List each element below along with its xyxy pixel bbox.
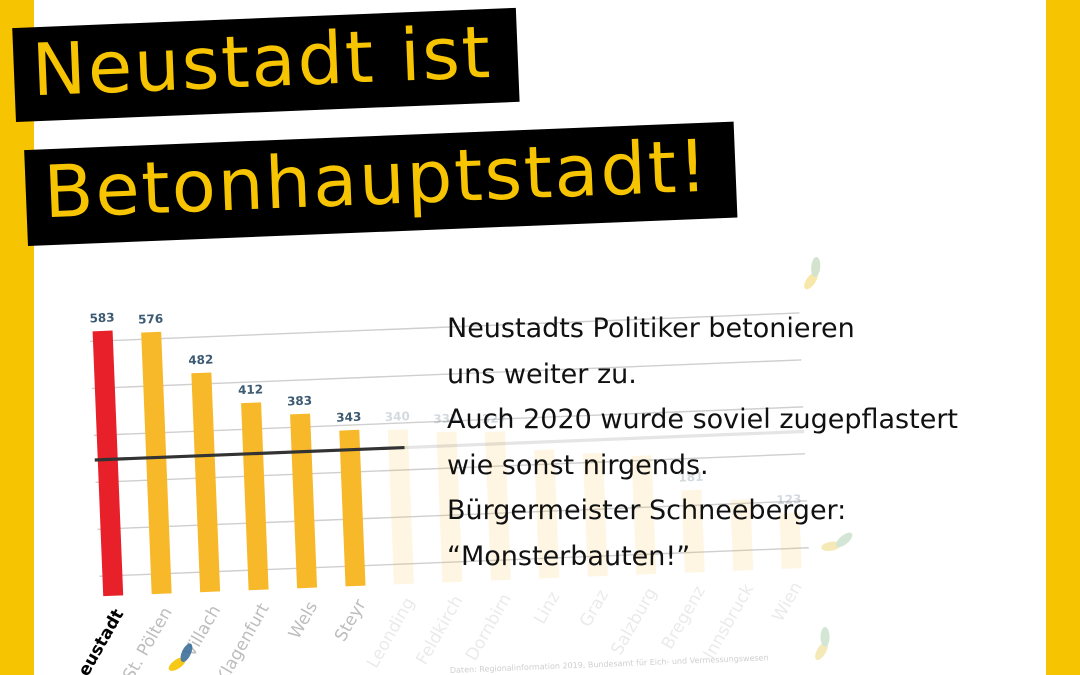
- bar: [191, 372, 221, 593]
- bar: [141, 331, 172, 595]
- category-tick-label: Salzburg: [607, 584, 661, 658]
- category-tick-label: Wels: [285, 598, 322, 643]
- bar: [779, 512, 802, 569]
- body-text-line: Bürgermeister Schneeberger:: [447, 495, 847, 526]
- category-tick-label: Neustadt: [80, 606, 128, 675]
- average-line: [94, 445, 405, 462]
- category-tick-label: Wien: [768, 579, 806, 626]
- category-tick-label: Dornbirn: [462, 590, 516, 664]
- bar: [730, 499, 754, 571]
- bar: [631, 455, 657, 575]
- bar-value-label: 576: [138, 312, 164, 327]
- body-text-line: Auch 2020 wurde soviel zugepflastert: [447, 404, 959, 435]
- bar: [290, 413, 318, 589]
- category-tick-label: Leonding: [363, 594, 419, 672]
- leaf-logo-icon: [815, 626, 830, 661]
- category-tick-label: Steyr: [331, 596, 371, 645]
- category-tick-label: Bregenz: [658, 582, 710, 653]
- bar-value-label: 412: [238, 382, 264, 397]
- bar: [484, 431, 511, 581]
- bar-value-label: 327: [482, 411, 508, 426]
- bar-value-label: 583: [89, 310, 115, 325]
- leaf-logo-icon: [804, 257, 821, 290]
- gridline: [89, 312, 800, 343]
- bar-value-label: 331: [433, 411, 459, 426]
- bar-value-label: 123: [776, 492, 802, 507]
- category-tick-label: Graz: [576, 586, 613, 630]
- bar-value-label: 343: [336, 410, 362, 425]
- leaf-logo-icon: [168, 643, 193, 671]
- body-text-line: Neustadts Politiker betonieren: [447, 313, 855, 344]
- category-tick-label: St. Pölten: [119, 604, 176, 675]
- bar-value-label: 383: [287, 393, 313, 408]
- category-tick-label: Feldkirch: [412, 592, 467, 668]
- body-text-line: “Monsterbauten!”: [447, 540, 691, 572]
- average-line-faded: [404, 429, 805, 450]
- bar: [534, 449, 560, 579]
- bar: [339, 429, 366, 587]
- bar: [387, 429, 414, 585]
- body-text-line: uns weiter zu.: [447, 358, 637, 390]
- body-text: Neustadts Politiker betonieren uns weiter…: [447, 306, 1047, 579]
- bar: [436, 431, 463, 583]
- bar: [681, 489, 705, 573]
- bar-chart: 583 Neustadt 576 St. Pölten 482 Villach 412 Kla…: [80, 245, 900, 675]
- leaf-logo-icon: [821, 532, 853, 551]
- category-tick-label: Linz: [530, 588, 564, 627]
- bar-value-label: 181: [678, 470, 704, 485]
- bar: [92, 330, 124, 597]
- bar-value-label: 482: [188, 352, 214, 367]
- bar: [241, 402, 269, 591]
- body-text-line: wie sonst nirgends.: [447, 449, 709, 481]
- bar-value-label: 340: [384, 409, 410, 424]
- chart-source-note: Daten: Regionalinformation 2019, Bundesa…: [450, 653, 769, 675]
- bar: [582, 452, 608, 577]
